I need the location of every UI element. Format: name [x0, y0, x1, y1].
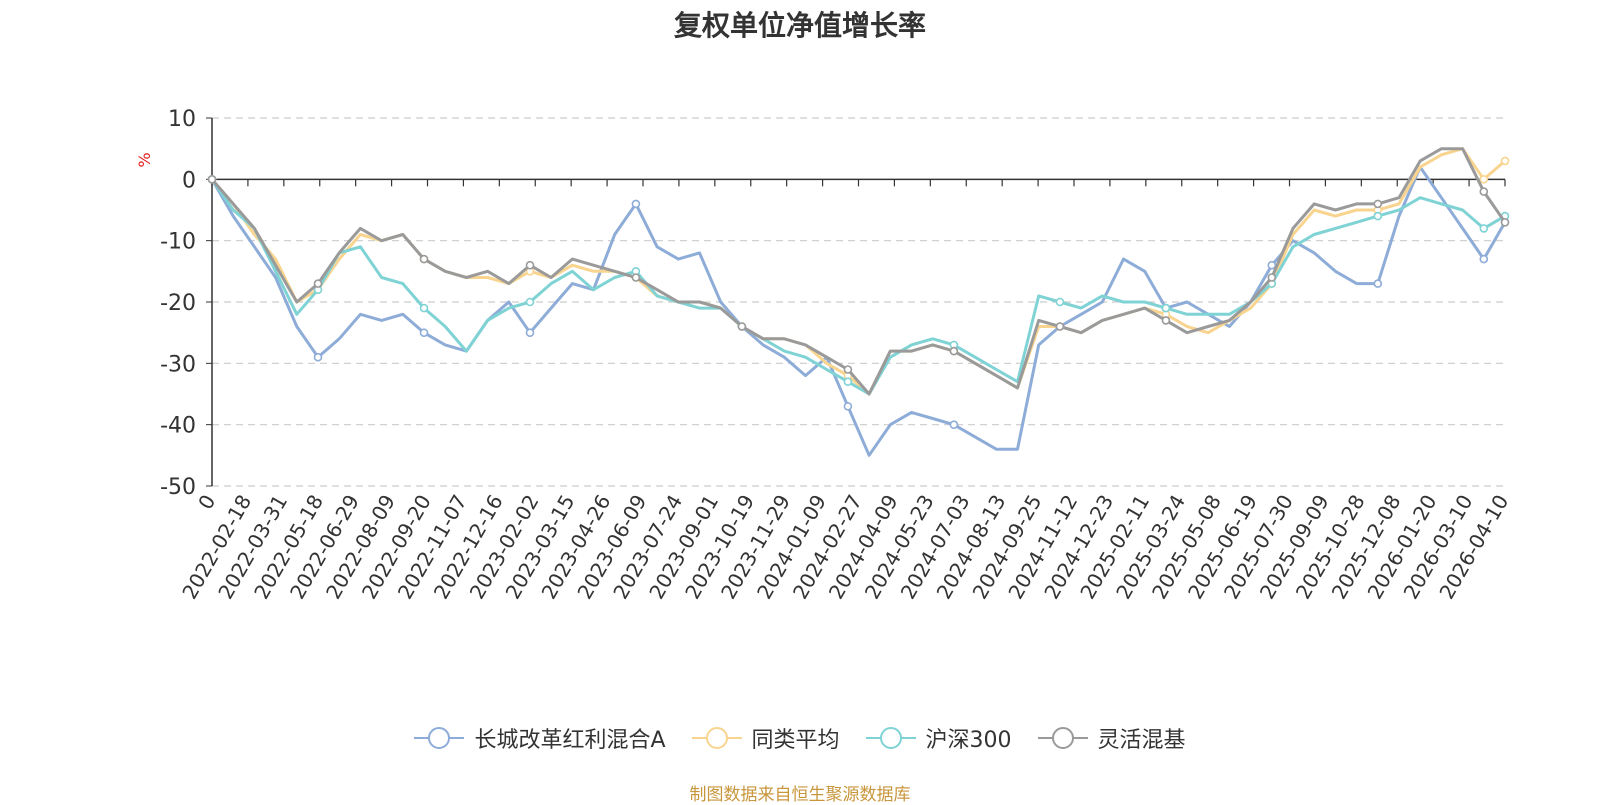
data-point: [525, 328, 535, 338]
data-point: [207, 175, 217, 184]
data-point: [313, 352, 323, 362]
data-point: [1267, 273, 1277, 282]
data-point: [631, 199, 641, 209]
x-tick-label: 0: [193, 491, 220, 514]
legend-marker-icon: [691, 727, 742, 749]
series-line: [210, 165, 1507, 457]
data-point: [1479, 187, 1489, 196]
data-point: [1500, 156, 1510, 166]
data-point: [631, 273, 641, 282]
y-tick-label: 0: [182, 168, 196, 193]
data-point: [1161, 316, 1171, 325]
data-point: [1500, 218, 1510, 227]
data-point: [949, 346, 959, 356]
data-point: [843, 377, 853, 387]
data-point: [1479, 175, 1489, 184]
data-point: [1479, 224, 1489, 233]
data-point: [843, 401, 853, 411]
y-tick-label: -40: [160, 414, 196, 439]
legend-item[interactable]: 灵活混基: [1037, 722, 1186, 754]
y-tick-label: -20: [160, 291, 196, 316]
y-tick-label: -10: [160, 230, 196, 255]
legend-marker-icon: [1037, 727, 1088, 749]
data-point: [1479, 254, 1489, 264]
data-point: [949, 420, 959, 430]
data-point: [419, 328, 429, 338]
y-axis-label: %: [135, 152, 154, 167]
data-point: [737, 322, 747, 331]
data-point: [1373, 199, 1383, 209]
data-point: [525, 260, 535, 270]
series-line: [210, 178, 1506, 396]
data-point: [1373, 279, 1383, 288]
y-tick-label: 10: [168, 107, 196, 132]
data-point: [1055, 297, 1065, 307]
legend: 长城改革红利混合A 同类平均 沪深300 灵活混基: [0, 722, 1600, 754]
legend-item[interactable]: 长城改革红利混合A: [414, 722, 666, 754]
y-tick-label: -30: [160, 352, 196, 377]
x-tick-labels: 02022-02-182022-03-312022-05-182022-06-2…: [177, 490, 1513, 603]
data-point: [1267, 260, 1277, 270]
data-point: [1055, 322, 1065, 331]
legend-label: 同类平均: [751, 728, 840, 753]
legend-label: 灵活混基: [1097, 728, 1186, 753]
data-point: [525, 297, 535, 307]
data-point: [1161, 303, 1171, 313]
data-point: [843, 365, 853, 374]
data-point: [419, 254, 429, 264]
series-lines: [207, 147, 1510, 457]
legend-marker-icon: [414, 727, 465, 749]
data-point: [1373, 211, 1383, 221]
legend-item[interactable]: 同类平均: [691, 722, 840, 754]
legend-label: 沪深300: [925, 728, 1012, 753]
data-point: [313, 279, 323, 288]
y-tick-labels: 10 0 -10 -20 -30 -40 -50: [160, 107, 196, 500]
data-point: [419, 303, 429, 313]
source-note: 制图数据来自恒生聚源数据库: [689, 785, 911, 805]
legend-item[interactable]: 沪深300: [865, 722, 1012, 754]
legend-marker-icon: [865, 727, 916, 749]
chart-title: 复权单位净值增长率: [673, 9, 926, 42]
legend-label: 长城改革红利混合A: [474, 728, 666, 753]
y-tick-label: -50: [160, 475, 196, 500]
